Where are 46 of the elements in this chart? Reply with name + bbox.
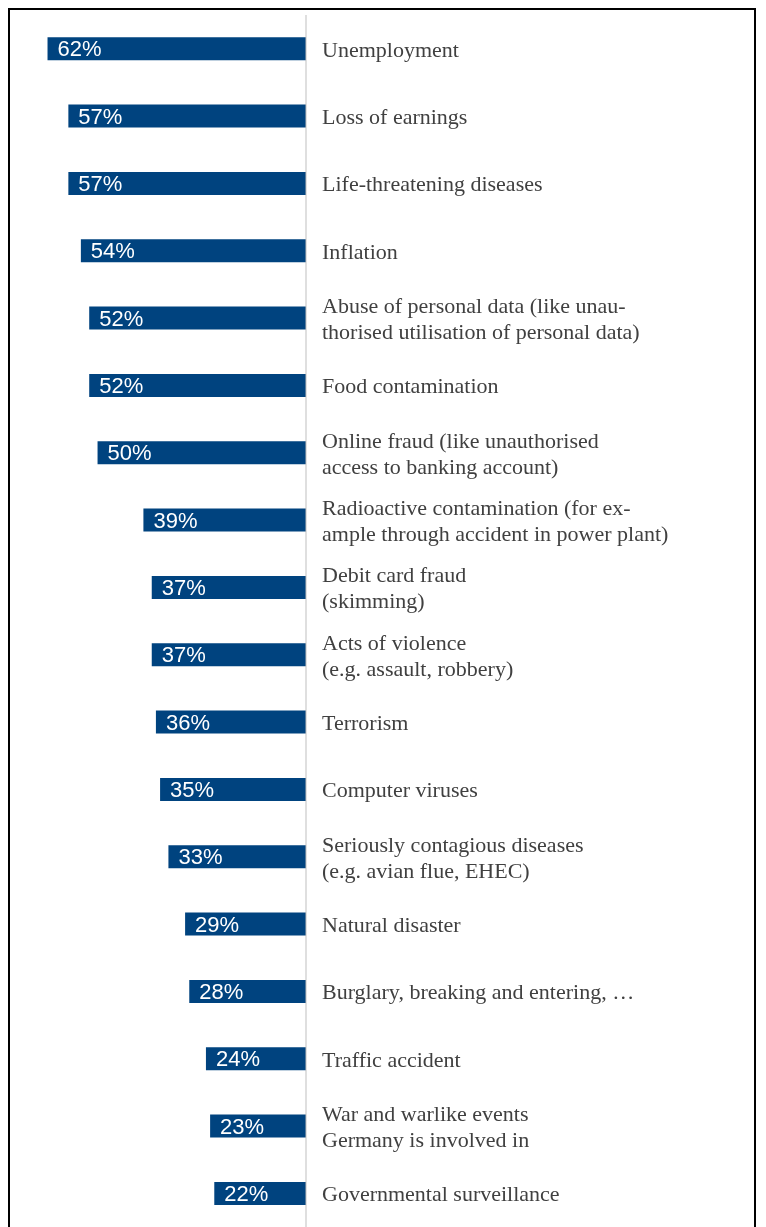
data-label: 62% — [57, 36, 102, 62]
y-tick-label: Terrorism — [322, 709, 409, 735]
y-tick-label: Burglary, breaking and entering, … — [322, 978, 635, 1004]
y-tick-label: Traffic accident — [322, 1046, 461, 1072]
y-tick-label: Inflation — [322, 238, 398, 264]
bar — [89, 306, 306, 330]
data-label: 39% — [153, 507, 198, 533]
y-tick-label: Unemployment — [322, 36, 459, 62]
y-tick-label: Computer viruses — [322, 776, 478, 802]
data-label: 29% — [195, 911, 240, 937]
bar — [89, 373, 306, 397]
y-tick-label: Debit card fraud (skimming) — [322, 561, 467, 613]
data-label: 28% — [199, 978, 244, 1004]
data-label: 24% — [215, 1046, 260, 1072]
y-tick-label: Food contamination — [322, 372, 499, 398]
data-label: 57% — [78, 103, 123, 129]
y-tick-label: Online fraud (like unauthorised access to banking account) — [322, 427, 599, 479]
y-tick-label: Life-threatening diseases — [322, 170, 543, 196]
bar — [143, 508, 306, 532]
data-label: 54% — [90, 238, 135, 264]
bar — [68, 171, 306, 195]
bar — [80, 239, 306, 263]
data-label: 52% — [99, 305, 144, 331]
y-tick-label: War and warlike events Germany is involved in — [322, 1100, 530, 1152]
y-tick-label: Natural disaster — [322, 911, 462, 937]
bar — [151, 575, 306, 599]
y-tick-label: Acts of violence (e.g. assault, robbery) — [322, 629, 514, 681]
data-label: 52% — [99, 372, 144, 398]
y-tick-label: Radioactive contamination (for ex- ample through accident in power plant) — [322, 494, 669, 546]
y-tick-label: Abuse of personal data (like unau- thorised utilisation of personal data) — [322, 292, 640, 344]
y-tick-label: Seriously contagious diseases (e.g. avian flue, EHEC) — [322, 831, 584, 883]
y-tick-label: Governmental surveillance — [322, 1180, 560, 1206]
bar — [97, 441, 306, 465]
data-label: 33% — [178, 844, 223, 870]
data-label: 23% — [220, 1113, 265, 1139]
y-tick-label: Loss of earnings — [322, 103, 468, 129]
bar — [47, 37, 306, 61]
data-label: 22% — [224, 1180, 269, 1206]
data-label: 57% — [78, 170, 123, 196]
bar — [151, 643, 306, 667]
data-label: 35% — [170, 776, 215, 802]
data-label: 36% — [165, 709, 210, 735]
data-label: 37% — [161, 642, 206, 668]
data-label: 37% — [161, 574, 206, 600]
bar — [68, 104, 306, 128]
data-label: 50% — [107, 440, 152, 466]
